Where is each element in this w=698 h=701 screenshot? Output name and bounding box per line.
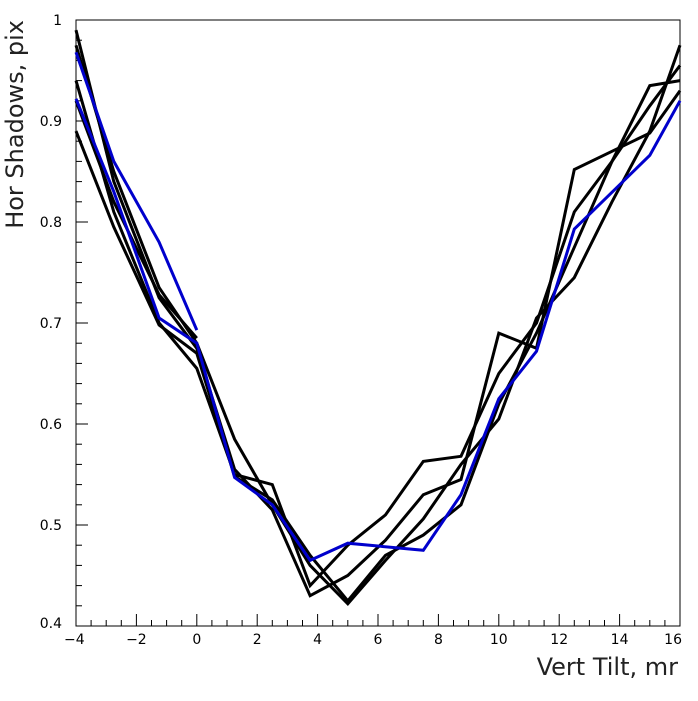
minor-ticks <box>76 39 666 626</box>
series-line-series-1 <box>74 29 682 598</box>
x-axis: −4 −2 0 2 4 6 8 10 12 14 16 <box>64 614 682 648</box>
y-tick-label: 0.6 <box>40 417 62 433</box>
series-line-series-3 <box>74 64 682 589</box>
y-axis: 0.4 0.5 0.6 0.7 0.8 0.9 1 <box>40 13 88 632</box>
y-axis-title: Hor Shadows, pix <box>1 20 29 229</box>
x-axis-title: Vert Tilt, mr <box>537 653 679 681</box>
x-tick-label: 8 <box>434 632 443 648</box>
x-tick-label: 12 <box>550 632 568 648</box>
x-tick-label: 14 <box>611 632 629 648</box>
x-tick-label: 0 <box>192 632 201 648</box>
series-line-series-5 <box>74 100 198 340</box>
series-layer <box>74 29 682 607</box>
y-tick-label: 0.7 <box>40 316 62 332</box>
y-tick-label: 1 <box>53 13 62 29</box>
x-tick-label: −4 <box>64 632 85 648</box>
series-line-series-blue <box>74 98 682 563</box>
x-tick-label: −2 <box>126 632 147 648</box>
series-line-series-6 <box>74 51 199 331</box>
y-tick-label: 0.9 <box>40 114 62 130</box>
x-tick-label: 6 <box>374 632 383 648</box>
x-tick-label: 4 <box>313 632 322 648</box>
y-tick-label: 0.4 <box>40 616 62 632</box>
x-tick-label: 2 <box>253 632 262 648</box>
x-tick-label: 16 <box>664 632 682 648</box>
x-tick-label: 10 <box>490 632 508 648</box>
y-tick-label: 0.5 <box>40 518 62 534</box>
y-tick-label: 0.8 <box>40 215 62 231</box>
